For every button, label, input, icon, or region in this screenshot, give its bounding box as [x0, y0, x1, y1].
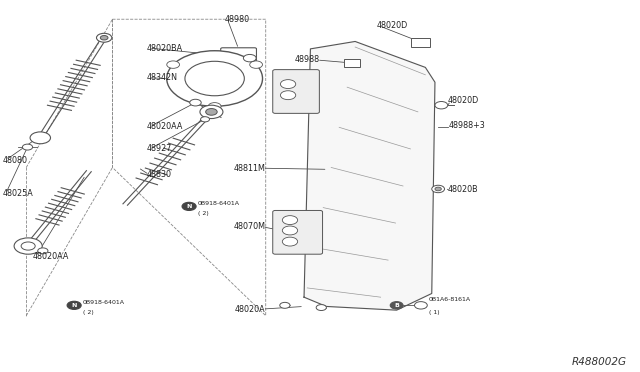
Polygon shape — [304, 41, 435, 310]
Text: 48811M: 48811M — [234, 164, 266, 173]
Circle shape — [390, 302, 403, 309]
Text: 0B918-6401A: 0B918-6401A — [83, 300, 125, 305]
Circle shape — [432, 185, 445, 193]
Circle shape — [100, 36, 108, 40]
Text: 48020D: 48020D — [376, 22, 408, 31]
Circle shape — [282, 237, 298, 246]
Circle shape — [182, 202, 196, 211]
FancyBboxPatch shape — [273, 70, 319, 113]
Circle shape — [316, 305, 326, 311]
Circle shape — [282, 216, 298, 225]
Text: 48020A: 48020A — [235, 305, 266, 314]
Circle shape — [185, 61, 244, 96]
Circle shape — [21, 242, 35, 250]
Text: N: N — [72, 303, 77, 308]
Circle shape — [167, 61, 180, 68]
Circle shape — [243, 54, 256, 62]
Text: 0B1A6-8161A: 0B1A6-8161A — [429, 297, 470, 302]
Text: 48080: 48080 — [3, 155, 28, 164]
Text: 48927: 48927 — [147, 144, 172, 153]
Circle shape — [200, 117, 209, 122]
Circle shape — [67, 301, 81, 310]
FancyBboxPatch shape — [221, 48, 257, 61]
Text: 48025A: 48025A — [3, 189, 33, 198]
Circle shape — [189, 99, 201, 106]
Circle shape — [167, 51, 262, 106]
Circle shape — [38, 248, 48, 254]
Text: B: B — [394, 303, 399, 308]
Text: 48988: 48988 — [295, 55, 320, 64]
Text: 48070M: 48070M — [234, 222, 266, 231]
Circle shape — [30, 132, 51, 144]
Circle shape — [435, 187, 442, 191]
Text: 48020D: 48020D — [448, 96, 479, 105]
Text: 48020AA: 48020AA — [147, 122, 182, 131]
Circle shape — [435, 102, 448, 109]
Text: 48020BA: 48020BA — [147, 44, 182, 52]
Text: 48342N: 48342N — [147, 73, 177, 82]
FancyBboxPatch shape — [273, 211, 323, 254]
Circle shape — [200, 105, 223, 119]
Circle shape — [208, 103, 221, 110]
Circle shape — [280, 91, 296, 100]
Text: R488002G: R488002G — [572, 357, 627, 367]
Circle shape — [97, 33, 112, 42]
Text: 0B918-6401A: 0B918-6401A — [198, 201, 240, 206]
Text: 48980: 48980 — [224, 15, 250, 24]
Bar — [344, 59, 360, 67]
Circle shape — [280, 302, 290, 308]
Circle shape — [282, 226, 298, 235]
Circle shape — [22, 144, 33, 150]
Text: ( 2): ( 2) — [198, 211, 209, 216]
Text: 48020AA: 48020AA — [33, 252, 69, 261]
Circle shape — [280, 80, 296, 89]
Text: N: N — [186, 204, 192, 209]
Text: ( 1): ( 1) — [429, 310, 439, 314]
Circle shape — [415, 302, 428, 309]
Circle shape — [250, 61, 262, 68]
Bar — [412, 38, 431, 46]
Text: 48988+3: 48988+3 — [449, 121, 486, 130]
Circle shape — [14, 238, 42, 254]
Text: ( 2): ( 2) — [83, 310, 94, 315]
Circle shape — [205, 109, 217, 115]
Text: 48830: 48830 — [147, 170, 172, 179]
Text: 48020B: 48020B — [448, 185, 478, 194]
